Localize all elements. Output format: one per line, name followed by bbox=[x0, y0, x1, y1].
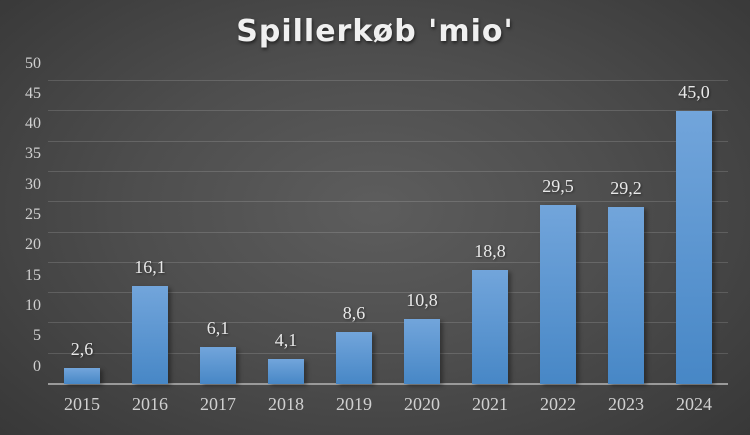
data-label-2018: 4,1 bbox=[274, 330, 298, 351]
gridline-45 bbox=[48, 110, 728, 112]
x-tick-label-2024: 2024 bbox=[676, 394, 712, 414]
plot-area: 0 5 10 15 20 25 30 35 40 45 50 2,6 2015 16,1 2016 6,1 20… bbox=[25, 55, 728, 414]
data-label-2024: 45,0 bbox=[678, 82, 710, 103]
y-tick-label-5: 5 bbox=[33, 327, 41, 345]
x-tick-label-2020: 2020 bbox=[404, 394, 440, 414]
bar-2015 bbox=[64, 368, 100, 384]
gridline-5 bbox=[48, 352, 728, 354]
data-label-2022: 29,5 bbox=[542, 176, 574, 197]
x-tick-label-2021: 2021 bbox=[472, 394, 508, 414]
y-tick-label-10: 10 bbox=[25, 296, 41, 314]
y-tick-label-15: 15 bbox=[25, 266, 41, 284]
gridline-40 bbox=[48, 140, 728, 142]
data-label-2020: 10,8 bbox=[406, 289, 438, 310]
y-tick-label-20: 20 bbox=[25, 236, 41, 254]
y-tick-label-35: 35 bbox=[25, 145, 41, 163]
y-tick-label-0: 0 bbox=[33, 357, 41, 375]
bar-2022 bbox=[540, 205, 576, 384]
x-tick-label-2022: 2022 bbox=[540, 394, 576, 414]
bar-2021 bbox=[472, 270, 508, 384]
bar-2019 bbox=[336, 331, 372, 384]
data-label-2015: 2,6 bbox=[70, 339, 94, 360]
x-tick-label-2017: 2017 bbox=[200, 394, 236, 414]
gridline-50 bbox=[48, 80, 728, 81]
gridline-30 bbox=[48, 201, 728, 203]
bar-2023 bbox=[608, 207, 644, 384]
chart-title: Spillerkøb 'mio' bbox=[236, 14, 514, 49]
gridline-25 bbox=[48, 231, 728, 233]
bar-2024 bbox=[676, 111, 712, 384]
gridline-15 bbox=[48, 292, 728, 294]
y-tick-label-45: 45 bbox=[25, 84, 41, 102]
x-axis-line bbox=[48, 383, 728, 385]
gridline-10 bbox=[48, 322, 728, 324]
data-label-2017: 6,1 bbox=[206, 318, 230, 339]
data-label-2016: 16,1 bbox=[134, 257, 166, 278]
x-tick-label-2019: 2019 bbox=[336, 394, 372, 414]
data-label-2023: 29,2 bbox=[610, 178, 642, 199]
x-tick-label-2018: 2018 bbox=[268, 394, 304, 414]
y-tick-label-40: 40 bbox=[25, 115, 41, 133]
y-tick-label-30: 30 bbox=[25, 175, 41, 193]
data-label-2019: 8,6 bbox=[342, 302, 366, 323]
y-tick-label-50: 50 bbox=[25, 54, 41, 72]
x-tick-label-2016: 2016 bbox=[132, 394, 168, 414]
bar-2020 bbox=[404, 318, 440, 384]
data-label-2021: 18,8 bbox=[474, 241, 506, 262]
x-tick-label-2015: 2015 bbox=[64, 394, 100, 414]
gridline-35 bbox=[48, 170, 728, 172]
y-tick-label-25: 25 bbox=[25, 206, 41, 223]
bar-2016 bbox=[132, 286, 168, 384]
x-tick-label-2023: 2023 bbox=[608, 394, 644, 414]
bar-2017 bbox=[200, 347, 236, 384]
gridline-20 bbox=[48, 261, 728, 263]
bar-2018 bbox=[268, 359, 304, 384]
